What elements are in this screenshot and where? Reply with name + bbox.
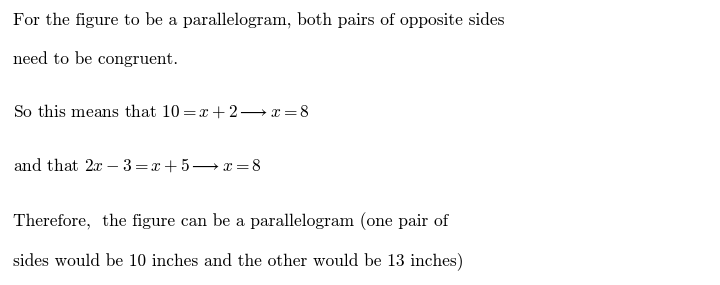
Text: So this means that $10 = x + 2 \longrightarrow x = 8$: So this means that $10 = x + 2 \longrigh… [13,103,310,120]
Text: For the figure to be a parallelogram, both pairs of opposite sides: For the figure to be a parallelogram, bo… [13,13,505,29]
Text: Therefore,  the figure can be a parallelogram (one pair of: Therefore, the figure can be a parallelo… [13,212,448,230]
Text: sides would be 10 inches and the other would be 13 inches): sides would be 10 inches and the other w… [13,252,464,270]
Text: and that $2x - 3 = x + 5 \longrightarrow x = 8$: and that $2x - 3 = x + 5 \longrightarrow… [13,157,262,174]
Text: need to be congruent.: need to be congruent. [13,51,178,67]
